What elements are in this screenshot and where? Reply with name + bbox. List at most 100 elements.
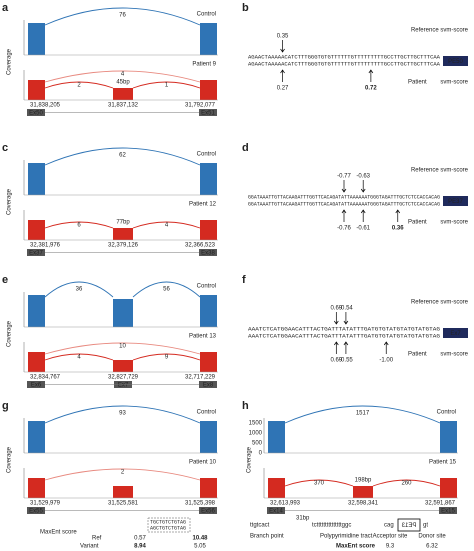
coverage bbox=[200, 80, 217, 100]
exon-label: PE50 bbox=[448, 59, 463, 65]
exon-label: Ex38 bbox=[201, 250, 215, 256]
arrow bbox=[368, 69, 374, 82]
patient-score: 0.69 bbox=[330, 358, 342, 364]
arrow bbox=[383, 341, 389, 354]
patient-label: Patient 15 bbox=[429, 460, 457, 466]
sequence: GGATAAATTGTTACAAGATTTGGTTCACAGATATTAAAAA… bbox=[248, 201, 440, 207]
exon-box bbox=[443, 56, 468, 66]
exon-label: Ex56 bbox=[201, 508, 215, 514]
maxent-value: 9.3 bbox=[386, 544, 395, 550]
reference-label: Reference svm-score bbox=[411, 28, 469, 34]
axis-label: Coverage bbox=[7, 188, 13, 215]
coverage bbox=[113, 88, 133, 100]
panel-letter: a bbox=[2, 2, 9, 14]
junction-count: 62 bbox=[119, 153, 126, 159]
maxent-label: MaxEnt score bbox=[336, 544, 376, 550]
variant-value: 5.05 bbox=[194, 544, 206, 550]
panel-letter: b bbox=[242, 2, 249, 14]
junction-count: 1517 bbox=[356, 411, 370, 417]
coverage bbox=[28, 220, 45, 240]
patient-label: Patient bbox=[408, 352, 427, 358]
exon-label: Ex7 bbox=[450, 331, 461, 337]
arrow bbox=[341, 180, 347, 193]
donor-seq: gt bbox=[423, 523, 428, 529]
coordinate: 32,591,867 bbox=[425, 501, 456, 507]
y-tick-label: 500 bbox=[252, 441, 263, 447]
exon-label: Ex50 bbox=[29, 110, 43, 116]
exon-box bbox=[27, 109, 45, 116]
coverage bbox=[28, 352, 45, 372]
junction-count: 4 bbox=[77, 355, 81, 361]
ref-score: 0.35 bbox=[277, 34, 289, 40]
coordinate: 31,525,398 bbox=[185, 501, 216, 507]
junction-count: 9 bbox=[165, 355, 169, 361]
coordinate: 32,379,126 bbox=[108, 243, 139, 249]
junction-arc bbox=[372, 479, 441, 487]
ppt-seq: tctttttttttttttttggc bbox=[312, 523, 351, 529]
coverage bbox=[28, 23, 45, 55]
coverage bbox=[28, 295, 45, 327]
coordinate: 32,381,976 bbox=[30, 243, 61, 249]
panel-letter: e bbox=[2, 274, 8, 286]
control-label: Control bbox=[197, 12, 216, 18]
exon-label: Ex55 bbox=[29, 508, 43, 514]
patient-score: -0.76 bbox=[337, 226, 351, 232]
junction-arc bbox=[44, 70, 201, 83]
y-tick-label: 1000 bbox=[249, 431, 263, 437]
maxent-label: MaxEnt score bbox=[40, 530, 77, 536]
patient-label: Patient 12 bbox=[189, 202, 217, 208]
panel-letter: c bbox=[2, 142, 8, 154]
coverage bbox=[28, 478, 45, 498]
arrow bbox=[343, 312, 349, 325]
arrow bbox=[334, 341, 339, 354]
sequence-box bbox=[147, 517, 191, 533]
coordinate: 32,717,229 bbox=[185, 375, 216, 381]
insert-size: 77bp bbox=[116, 220, 130, 226]
patient-score: 0.27 bbox=[277, 86, 289, 92]
acceptor-label: Acceptor site bbox=[373, 534, 408, 540]
exon-box bbox=[27, 507, 45, 514]
coverage bbox=[28, 421, 45, 453]
junction-count: 1 bbox=[165, 83, 169, 89]
coordinate: 31,838,205 bbox=[30, 103, 61, 109]
score-label: svm-score bbox=[440, 220, 468, 226]
coverage bbox=[268, 421, 285, 453]
exon-box bbox=[199, 109, 217, 116]
junction-count: 2 bbox=[121, 470, 125, 476]
ref-score: -0.54 bbox=[339, 306, 353, 312]
reference-label: Reference svm-score bbox=[411, 300, 469, 306]
junction-arc bbox=[132, 81, 201, 89]
coverage bbox=[28, 80, 45, 100]
junction-arc bbox=[44, 221, 114, 229]
patient-score: -0.61 bbox=[356, 226, 370, 232]
branch-label: Branch point bbox=[250, 534, 284, 540]
score-label: svm-score bbox=[440, 80, 468, 86]
coverage bbox=[200, 352, 217, 372]
variant-label: Variant bbox=[80, 544, 99, 550]
ref-value: 0.57 bbox=[134, 536, 146, 542]
arrow bbox=[360, 180, 366, 193]
sequence: AAATCTCATGGAACATTTACTGATTTATATTTGATGTGTA… bbox=[248, 333, 440, 339]
sequence: AGCTGTCTGTAG bbox=[150, 525, 186, 531]
maxent-value: 6.32 bbox=[426, 544, 438, 550]
y-tick-label: 1500 bbox=[249, 421, 263, 427]
ref-score: 0.69 bbox=[330, 306, 342, 312]
junction-arc bbox=[284, 479, 354, 487]
panel-letter: g bbox=[2, 400, 9, 412]
sequence: AGAACTAAAAACATCTTTGGGTGTGTTTTTTGTTTTTTTT… bbox=[248, 61, 440, 67]
exon-label: Ex51 bbox=[201, 110, 215, 116]
exon-box bbox=[443, 196, 468, 206]
gap-label: 31bp bbox=[296, 516, 310, 522]
coverage bbox=[353, 486, 373, 498]
junction-arc bbox=[44, 7, 201, 26]
junction-count: 56 bbox=[163, 287, 170, 293]
exon-box bbox=[199, 249, 217, 256]
coverage bbox=[200, 23, 217, 55]
exon-box bbox=[439, 507, 457, 514]
exon-label: PE37 bbox=[448, 199, 463, 205]
junction-arc bbox=[44, 353, 114, 361]
coordinate: 31,837,132 bbox=[108, 103, 139, 109]
acceptor-seq: cag bbox=[384, 523, 394, 529]
axis-label: Coverage bbox=[7, 48, 13, 75]
